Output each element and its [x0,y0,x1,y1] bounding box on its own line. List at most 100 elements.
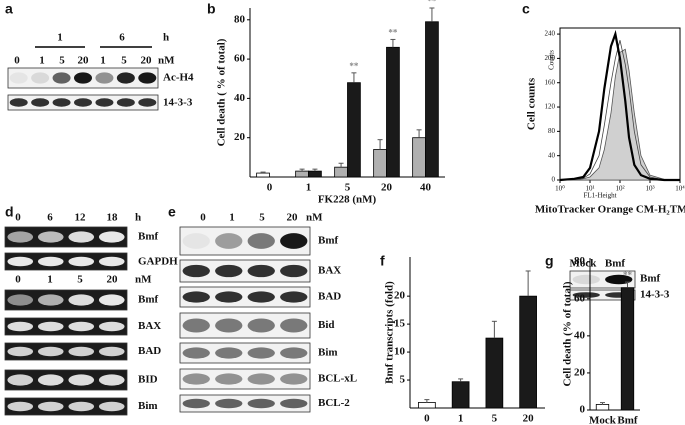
band [31,72,50,84]
gel [4,397,128,416]
band [98,401,125,412]
blot [179,259,311,283]
y-tick-label: 160 [545,78,556,86]
dose-label: 5 [121,55,127,67]
band [182,291,210,303]
bar [373,149,387,178]
band [37,346,64,357]
band [215,264,243,278]
gel-label: Bmf [138,294,159,306]
time-label: 12 [75,212,87,224]
band [215,373,243,385]
dose-label: 0 [15,274,21,286]
x-tick-label: 20 [381,182,393,194]
x-tick-label: Mock [589,415,617,425]
unit-label: h [135,212,141,224]
band [182,373,210,385]
band [182,318,210,333]
x-tick-label: 5 [345,182,351,194]
band [98,256,125,267]
panel-label: a [5,1,13,17]
blot-label: Bmf [318,235,339,247]
time-label: 0 [15,212,21,224]
band [572,292,600,298]
blot [569,289,636,301]
y-tick-label: 20 [574,366,586,378]
band [280,373,308,385]
band [280,291,308,303]
band [182,347,210,359]
x-tick-label: 10¹ [585,185,594,193]
band [7,321,34,332]
panel-label: d [5,204,14,220]
x-tick-label: 10⁰ [555,185,565,193]
band [74,98,92,107]
x-tick-label: 5 [492,413,498,425]
dose-label: 0 [14,55,20,67]
y-tick-label: 20 [394,290,406,302]
band [98,346,125,357]
bar [595,404,610,411]
blot-label: Bmf [640,273,661,285]
bar [386,46,400,178]
bar [334,166,348,178]
band [68,346,95,357]
bar [256,172,270,178]
y-tick-label: 20 [234,131,246,143]
band [215,233,243,249]
gel-label: BID [138,374,158,386]
gel-label: BAX [138,320,161,332]
time-label: 6 [119,32,125,44]
band [280,398,308,409]
blot [179,286,311,308]
band [247,373,275,385]
panel-label: e [168,204,176,220]
band [247,233,275,249]
y-tick-label: 80 [234,13,246,25]
band [280,318,308,333]
significance-label: ** [388,28,398,38]
dose-label: 20 [78,55,90,67]
y-tick-label: 80 [548,127,556,135]
band [52,98,71,107]
band [247,398,275,409]
bar [308,170,322,178]
dose-label: 1 [47,274,53,286]
band [215,347,243,359]
blot-label: Bid [318,319,335,331]
blot-label: Ac-H4 [163,72,194,84]
gel [4,342,128,361]
unit-label: h [163,32,169,44]
gel-label: Bim [138,400,158,412]
y-tick-label: 60 [234,53,246,65]
x-axis-label: MitoTracker Orange CM-H₂TMRos [535,204,685,216]
bar [347,82,361,178]
band [182,233,210,249]
dose-label: 5 [259,212,265,224]
y-tick-label: 60 [574,292,586,304]
y-tick-label: 0 [552,176,556,184]
band [7,374,34,386]
dose-label: 20 [141,55,153,67]
band [37,231,64,243]
dose-label: 20 [107,274,119,286]
y-tick-label: 5 [400,374,406,386]
dose-label: 1 [100,55,106,67]
y-tick-label: 200 [545,54,556,62]
dose-label: 5 [59,55,65,67]
dose-label: 0 [200,212,206,224]
time-label: 1 [57,32,63,44]
blot-label: BCL-xL [318,373,357,385]
band [247,347,275,359]
y-tick-label: 80 [574,255,586,267]
y-tick-label: 15 [394,318,406,330]
blot [179,394,311,413]
blot-label: Bim [318,347,338,359]
band [7,256,34,267]
y-axis-label: Cell counts [526,77,538,130]
band [247,291,275,303]
y-axis-label: Cell death ( % of total) [216,38,228,146]
band [37,401,64,412]
y-tick-label: 240 [545,30,556,38]
band [31,98,50,107]
